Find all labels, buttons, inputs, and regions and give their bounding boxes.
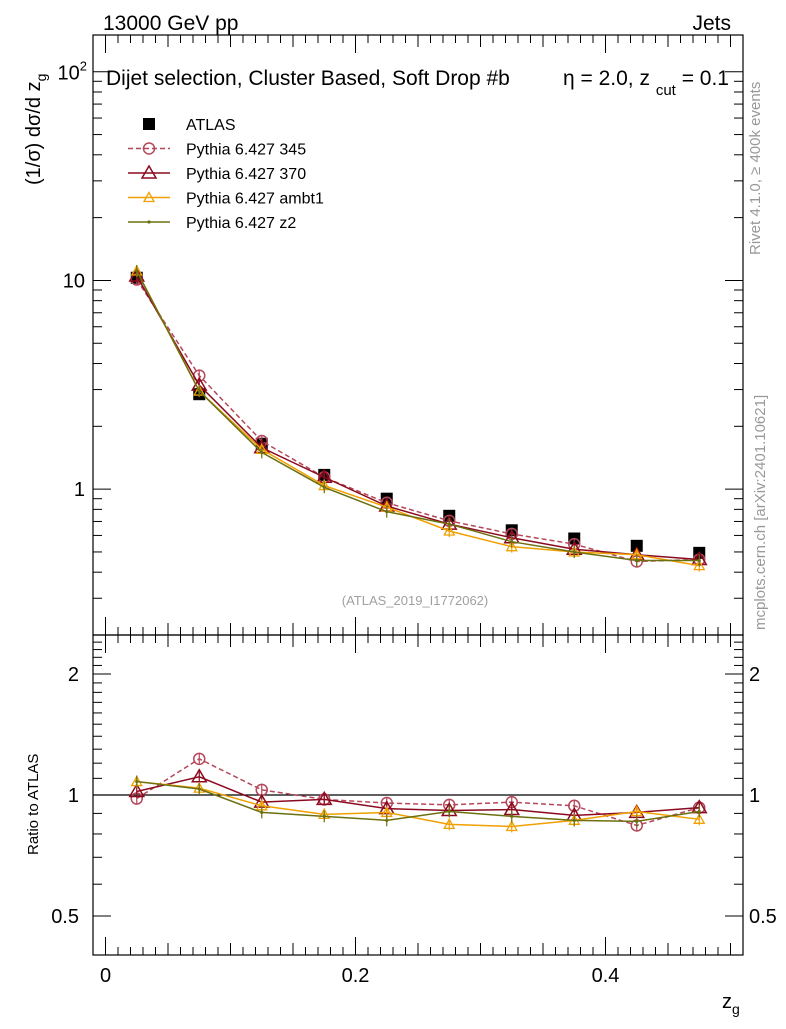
ratio-y-tick-label-right: 2 (749, 664, 760, 686)
ratio-y-tick-label-right: 1 (749, 785, 760, 807)
main-point-z2 (635, 558, 639, 563)
ratio-point-z2 (510, 814, 514, 818)
legend-label-data: ATLAS (186, 117, 236, 134)
x-axis-label: zg (722, 991, 740, 1017)
legend-label-p345: Pythia 6.427 345 (186, 142, 306, 159)
ratio-y-tick-label: 2 (68, 664, 79, 686)
ratio-y-tick-label: 1 (68, 785, 79, 807)
legend-label-p370: Pythia 6.427 370 (186, 166, 306, 183)
ratio-point-z2 (260, 810, 264, 815)
side-label-mcplots: mcplots.cern.ch [arXiv:2401.10621] (752, 395, 769, 630)
main-point-ambt1 (505, 540, 518, 552)
watermark: (ATLAS_2019_I1772062) (342, 593, 488, 608)
ratio-line-p370 (136, 775, 700, 817)
main-point-data (630, 539, 643, 552)
main-line-z2 (136, 270, 700, 562)
ratio-line-ambt1 (136, 780, 700, 828)
plot-title: Dijet selection, Cluster Based, Soft Dro… (106, 67, 510, 90)
main-point-z2 (572, 550, 576, 554)
ratio-point-z2 (322, 814, 326, 818)
title-param-2: = 0.1 (682, 67, 729, 90)
ratio-point-p370 (128, 783, 146, 798)
main-point-z2 (197, 389, 201, 393)
side-label-rivet: Rivet 4.1.0, ≥ 400k events (747, 82, 764, 255)
legend-label-z2: Pythia 6.427 z2 (186, 215, 296, 232)
header-left-label: 13000 GeV pp (103, 12, 238, 35)
main-point-ambt1 (443, 524, 456, 536)
x-tick-label: 0 (100, 965, 111, 987)
x-tick-label: 0.4 (592, 965, 620, 987)
main-point-z2 (135, 269, 139, 273)
ratio-point-ambt1 (505, 820, 518, 832)
ratio-y-tick-label-right: 0.5 (749, 906, 777, 928)
main-line-p370 (136, 275, 700, 561)
main-line-ambt1 (136, 270, 700, 567)
main-point-z2 (697, 558, 701, 563)
ratio-y-axis-label: Ratio to ATLAS (25, 754, 42, 855)
main-point-z2 (510, 540, 514, 544)
legend-marker-p345 (142, 142, 156, 155)
x-tick-label: 0.2 (342, 965, 370, 987)
main-y-tick-label: 1 (74, 479, 85, 501)
ratio-point-p345 (193, 752, 206, 766)
ratio-point-z2 (197, 787, 201, 791)
ratio-point-ambt1 (443, 818, 456, 830)
legend-label-ambt1: Pythia 6.427 ambt1 (186, 191, 324, 208)
main-y-tick-label: 10 (63, 270, 85, 292)
main-point-z2 (260, 450, 264, 454)
ratio-point-z2 (635, 819, 639, 823)
ratio-point-z2 (385, 818, 389, 822)
ratio-line-z2 (136, 780, 700, 823)
ratio-point-z2 (135, 779, 139, 784)
legend-marker-ambt1 (142, 191, 156, 203)
main-y-axis-label: (1/σ) dσ/d zg (23, 74, 49, 185)
title-param-sub: cut (656, 82, 677, 99)
ratio-point-p370 (315, 790, 333, 806)
title-param-1: η = 2.0, z (563, 67, 650, 90)
plot-title-params: η = 2.0, z cut = 0.1 (563, 67, 729, 100)
ratio-point-z2 (697, 809, 701, 814)
ratio-point-p370 (190, 768, 208, 783)
ratio-point-z2 (572, 818, 576, 822)
legend-marker-p370 (140, 164, 158, 179)
main-point-z2 (385, 510, 389, 514)
main-point-z2 (447, 522, 451, 526)
ratio-point-z2 (447, 809, 451, 814)
legend-marker-data (143, 118, 155, 130)
main-y-tick-label: 102 (58, 59, 87, 85)
plot-title-main: Dijet selection, Cluster Based, Soft Dro… (106, 67, 510, 90)
main-point-ambt1 (693, 559, 706, 571)
ratio-y-tick-label: 0.5 (51, 906, 79, 928)
ratio-point-ambt1 (693, 812, 706, 824)
legend-marker-z2 (147, 220, 151, 224)
header-right-label: Jets (692, 12, 731, 35)
main-point-z2 (322, 485, 326, 489)
